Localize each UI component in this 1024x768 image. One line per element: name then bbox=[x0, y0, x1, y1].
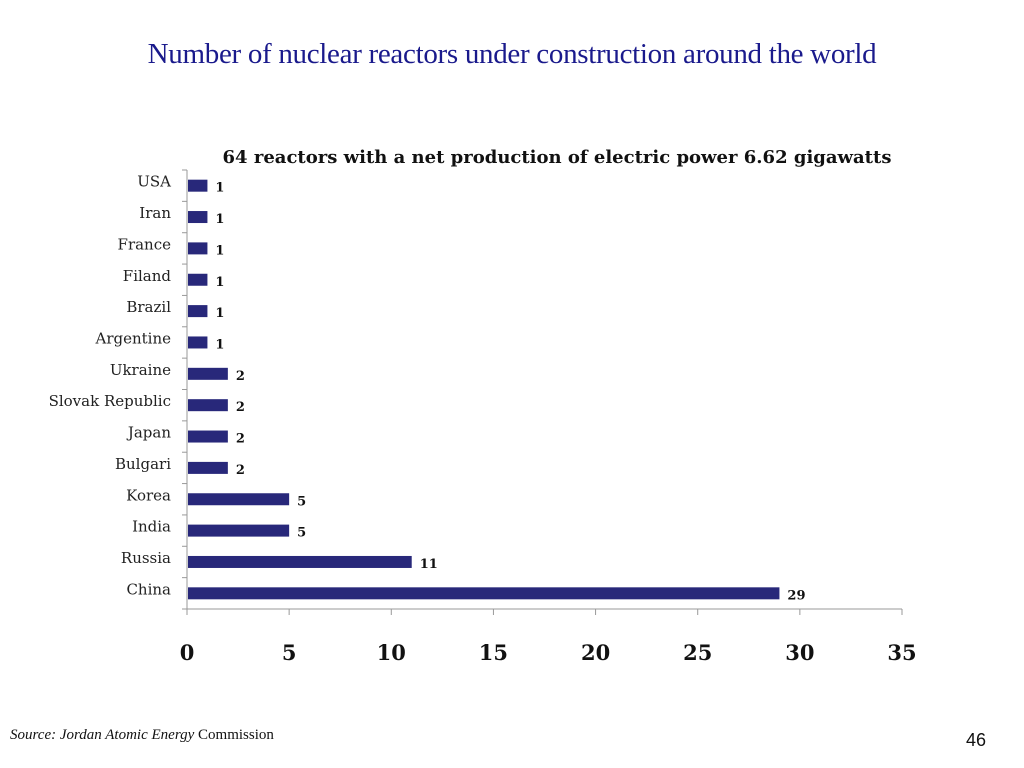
x-tick-label: 30 bbox=[785, 640, 814, 665]
bar bbox=[188, 305, 208, 318]
value-label: 1 bbox=[215, 181, 224, 196]
value-label: 1 bbox=[215, 212, 224, 227]
x-tick-label: 0 bbox=[180, 640, 195, 665]
category-label: Filand bbox=[123, 267, 172, 285]
bar bbox=[188, 367, 228, 380]
category-label: Korea bbox=[126, 486, 171, 504]
chart-axes bbox=[182, 169, 903, 615]
bar bbox=[188, 211, 208, 224]
value-label: 2 bbox=[236, 369, 245, 384]
category-label: Iran bbox=[139, 204, 171, 222]
value-label: 5 bbox=[297, 494, 306, 509]
value-label: 2 bbox=[236, 400, 245, 415]
chart-bars bbox=[188, 179, 780, 600]
bar bbox=[188, 179, 208, 192]
x-tick-label: 35 bbox=[887, 640, 916, 665]
value-label: 1 bbox=[215, 243, 224, 258]
chart-title: 64 reactors with a net production of ele… bbox=[223, 147, 892, 168]
bar bbox=[188, 242, 208, 255]
value-label: 5 bbox=[297, 526, 306, 541]
slide-title: Number of nuclear reactors under constru… bbox=[147, 38, 877, 70]
x-tick-label: 10 bbox=[377, 640, 406, 665]
bar bbox=[188, 555, 412, 568]
source-note: Source: Jordan Atomic Energy Commission bbox=[10, 727, 274, 744]
value-label: 1 bbox=[215, 275, 224, 290]
value-label: 1 bbox=[215, 306, 224, 321]
x-tick-label: 5 bbox=[282, 640, 297, 665]
category-label: Ukraine bbox=[110, 361, 171, 379]
x-tick-label: 20 bbox=[581, 640, 610, 665]
source-plain: Commission bbox=[194, 727, 274, 743]
source-italic: Source: Jordan Atomic Energy bbox=[10, 727, 195, 743]
page-number: 46 bbox=[966, 730, 987, 750]
bar bbox=[188, 461, 228, 474]
category-label: USA bbox=[137, 173, 171, 191]
category-label: Brazil bbox=[126, 298, 171, 316]
bar bbox=[188, 587, 780, 600]
category-label: Russia bbox=[121, 549, 171, 567]
bar bbox=[188, 493, 290, 506]
category-label: Argentine bbox=[94, 329, 171, 347]
x-tick-label: 25 bbox=[683, 640, 712, 665]
x-tick-label: 15 bbox=[479, 640, 508, 665]
category-label: Bulgari bbox=[115, 455, 171, 473]
category-label: Slovak Republic bbox=[49, 392, 171, 410]
value-label: 2 bbox=[236, 432, 245, 447]
value-label: 29 bbox=[787, 588, 805, 603]
value-label: 1 bbox=[215, 337, 224, 352]
bar bbox=[188, 399, 228, 412]
category-label: Japan bbox=[126, 424, 172, 442]
bar bbox=[188, 524, 290, 537]
category-label: France bbox=[118, 235, 172, 253]
bar bbox=[188, 336, 208, 349]
bar bbox=[188, 430, 228, 443]
value-label: 2 bbox=[236, 463, 245, 478]
bar bbox=[188, 273, 208, 286]
category-label: China bbox=[126, 580, 171, 598]
value-label: 11 bbox=[420, 557, 438, 572]
category-label: India bbox=[132, 518, 171, 536]
